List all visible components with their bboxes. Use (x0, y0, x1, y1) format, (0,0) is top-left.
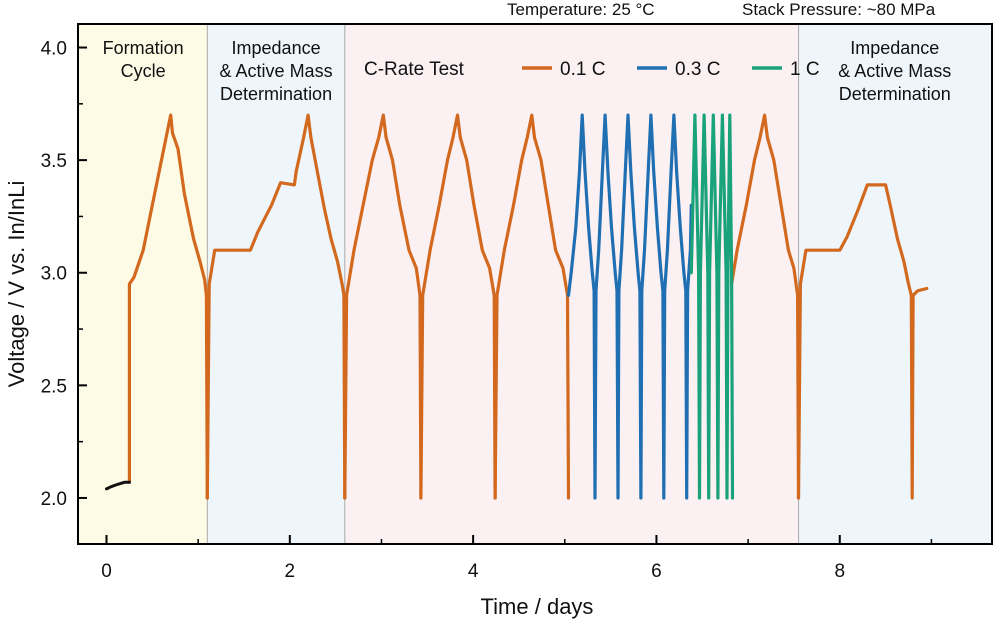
plot-frame (77, 23, 993, 545)
y-tick-label-0: 2.0 (41, 489, 67, 510)
y-tick-label-3: 3.5 (41, 151, 67, 172)
series-line-0-seg-1 (205, 113, 347, 500)
region-label-3-line-2: Determination (839, 84, 951, 104)
region-label-1-line-0: Impedance (232, 38, 321, 58)
series-line-0-seg-6 (796, 183, 929, 500)
region-label-1-line-1: & Active Mass (220, 61, 333, 81)
x-tick-label-4: 8 (834, 561, 845, 582)
region-label-3-line-0: Impedance (850, 38, 939, 58)
x-tick-label-2: 4 (468, 561, 479, 582)
region-band-0 (79, 25, 208, 543)
series-line-0-seg-3 (419, 113, 497, 500)
region-label-1-line-2: Determination (220, 84, 332, 104)
series-line-3-seg-0 (105, 480, 131, 491)
y-tick-label-4: 4.0 (41, 39, 67, 60)
legend-label-0: 0.1 C (560, 59, 605, 80)
legend-label-2: 1 C (790, 59, 820, 80)
x-tick-label-0: 0 (101, 561, 112, 582)
series-line-0-seg-2 (343, 113, 423, 500)
header-note-temperature: Temperature: 25 °C (507, 0, 655, 19)
legend-title: C-Rate Test (364, 59, 465, 80)
x-axis-label: Time / days (481, 594, 594, 619)
y-tick-label-2: 3.0 (41, 264, 67, 285)
region-label-3-line-1: & Active Mass (838, 61, 951, 81)
series-line-0-seg-0 (127, 113, 209, 500)
y-tick-label-1: 2.5 (41, 376, 67, 397)
region-label-0-line-0: Formation (103, 38, 184, 58)
series-line-1-seg-0 (566, 113, 693, 500)
region-band-3 (798, 25, 991, 543)
x-tick-label-3: 6 (651, 561, 662, 582)
ticks-layer: 0 2 4 6 8 2.0 2.5 3.0 3.5 4.0 (41, 39, 933, 582)
x-tick-label-1: 2 (285, 561, 296, 582)
regions-layer (79, 25, 991, 543)
region-label-0-line-1: Cycle (121, 61, 166, 81)
series-layer (105, 113, 929, 500)
legend: C-Rate Test 0.1 C 0.3 C 1 C (364, 59, 820, 80)
region-band-1 (207, 25, 345, 543)
series-line-0-seg-4 (493, 113, 571, 500)
legend-label-1: 0.3 C (675, 59, 720, 80)
series-line-2-seg-0 (689, 113, 735, 500)
series-line-0-seg-5 (729, 113, 801, 500)
header-note-pressure: Stack Pressure: ~80 MPa (742, 0, 936, 19)
y-axis-label: Voltage / V vs. In/InLi (4, 181, 29, 388)
region-labels-layer: Formation Cycle Impedance & Active Mass Dete… (103, 38, 952, 104)
